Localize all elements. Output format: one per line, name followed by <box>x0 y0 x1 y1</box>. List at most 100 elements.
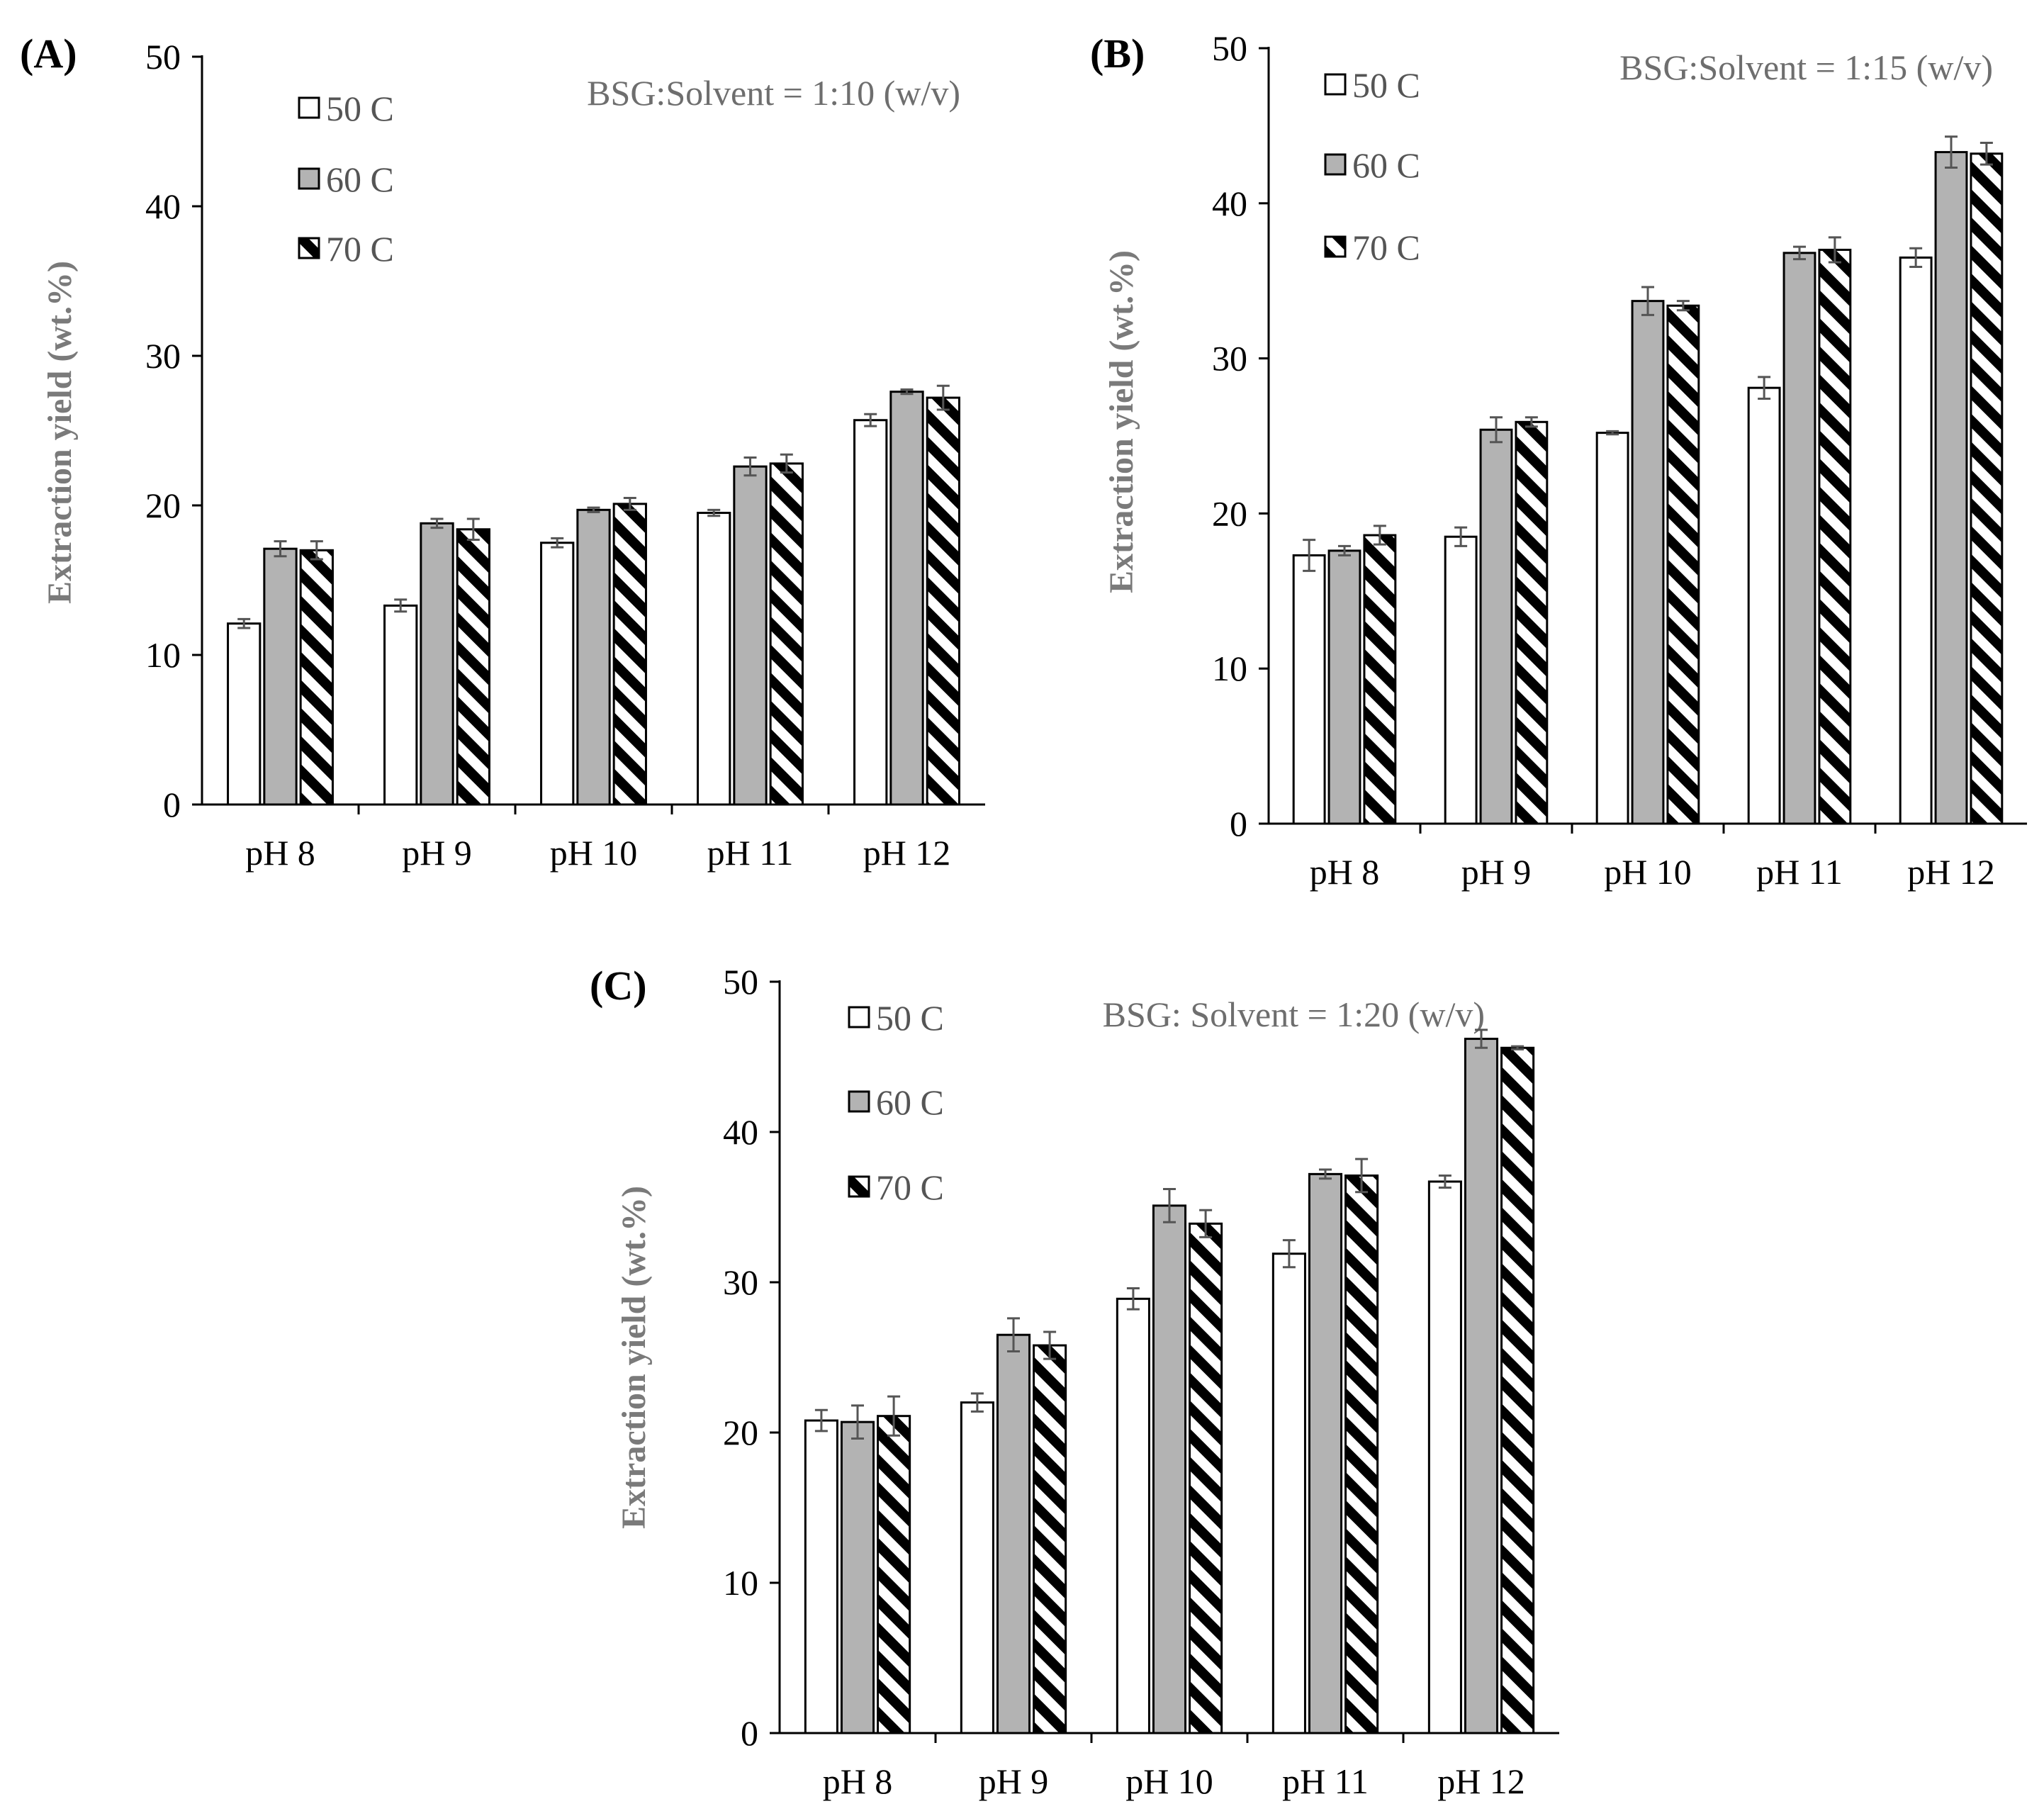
x-tick-label: pH 8 <box>823 1761 893 1801</box>
bar-70c-ph11 <box>1344 1174 1379 1734</box>
legend-swatch <box>848 1006 870 1028</box>
error-bar <box>1524 416 1538 428</box>
bar-60c-ph11 <box>1308 1172 1343 1734</box>
y-tick-label: 10 <box>1212 649 1247 688</box>
bar-60c-ph9 <box>420 522 454 806</box>
panel-label: (B) <box>1090 30 1145 77</box>
y-axis-label: Extraction yield (wt.%) <box>41 261 79 604</box>
error-bar <box>1606 430 1619 436</box>
x-tick-label: pH 9 <box>402 833 472 873</box>
chart-title: BSG:Solvent = 1:10 (w/v) <box>587 73 960 113</box>
bar-60c-ph8 <box>263 547 298 806</box>
bar-70c-ph9 <box>1515 420 1549 825</box>
error-bar <box>1373 525 1386 546</box>
error-bar <box>1676 300 1690 312</box>
y-tick-label: 0 <box>163 785 181 824</box>
bar-70c-ph8 <box>299 549 334 806</box>
legend: 50 C 60 C 70 C <box>1324 65 1420 267</box>
y-tick-label: 10 <box>145 635 181 675</box>
bar-50c-ph8 <box>1292 554 1326 825</box>
legend-swatch <box>1324 153 1347 176</box>
x-tick-label: pH 9 <box>979 1761 1049 1801</box>
bar-50c-ph11 <box>697 512 731 806</box>
legend-label: 70 C <box>1352 228 1420 267</box>
error-bar <box>551 537 564 549</box>
bar-70c-ph8 <box>1363 534 1397 825</box>
x-tick-label: pH 12 <box>1907 852 1995 892</box>
bar-60c-ph9 <box>996 1333 1031 1734</box>
error-bar <box>1282 1239 1296 1269</box>
bar-60c-ph12 <box>889 391 924 806</box>
y-tick-label: 20 <box>145 486 181 525</box>
y-tick-label: 30 <box>723 1262 758 1302</box>
bar-70c-ph10 <box>612 503 647 806</box>
bar-70c-ph12 <box>1970 152 2004 825</box>
bar-70c-ph10 <box>1666 304 1700 825</box>
legend-label: 70 C <box>326 229 394 269</box>
x-tick-label: pH 11 <box>707 833 794 873</box>
bar-50c-ph8 <box>227 622 262 806</box>
x-tick-label: pH 10 <box>1125 1761 1213 1801</box>
x-tick-label: pH 10 <box>550 833 638 873</box>
y-tick-label: 40 <box>1212 184 1247 223</box>
x-tick-label: pH 11 <box>1756 852 1843 892</box>
error-bar <box>900 388 914 396</box>
bar-60c-ph8 <box>840 1420 875 1734</box>
x-tick-label: pH 9 <box>1461 852 1532 892</box>
error-bar <box>1355 1158 1369 1194</box>
legend: 50 C 60 C 70 C <box>298 89 394 269</box>
error-bar <box>466 517 480 542</box>
error-bar <box>1338 544 1351 556</box>
error-bar <box>864 413 877 427</box>
error-bar <box>780 453 793 474</box>
bar-50c-ph10 <box>1595 432 1629 825</box>
error-bar <box>1163 1188 1176 1223</box>
error-bar <box>623 496 636 511</box>
chart-title: BSG: Solvent = 1:20 (w/v) <box>1103 994 1485 1034</box>
legend-swatch <box>848 1175 870 1198</box>
y-axis-label: Extraction yield (wt.%) <box>1103 250 1140 593</box>
x-tick-label: pH 10 <box>1604 852 1692 892</box>
bar-50c-ph9 <box>383 604 418 806</box>
x-tick-label: pH 12 <box>1437 1761 1525 1801</box>
y-tick-label: 0 <box>1230 804 1247 843</box>
x-tick-label: pH 8 <box>245 833 315 873</box>
error-bar <box>1319 1168 1332 1180</box>
legend-swatch <box>298 167 320 190</box>
error-bar <box>1438 1174 1451 1189</box>
bar-50c-ph12 <box>1427 1180 1462 1734</box>
error-bar <box>970 1392 984 1413</box>
error-bar <box>1945 135 1958 169</box>
y-tick-label: 40 <box>145 186 181 226</box>
error-bar <box>1043 1330 1057 1360</box>
y-tick-label: 40 <box>723 1112 758 1152</box>
legend-label: 60 C <box>326 159 394 199</box>
legend: 50 C 60 C 70 C <box>848 998 944 1207</box>
bar-60c-ph8 <box>1327 549 1361 825</box>
error-bar <box>1454 526 1468 547</box>
bar-50c-ph9 <box>960 1401 994 1734</box>
y-tick-label: 20 <box>723 1413 758 1452</box>
error-bar <box>310 540 323 561</box>
error-bar <box>430 517 444 529</box>
bar-60c-ph11 <box>733 465 768 806</box>
chart-panel-2: (B) BSG:Solvent = 1:15 (w/v) Extraction yi… <box>1090 28 2027 892</box>
legend-swatch <box>298 237 320 259</box>
y-tick-label: 50 <box>723 962 758 1002</box>
x-tick-label: pH 12 <box>863 833 951 873</box>
bar-50c-ph12 <box>853 419 888 806</box>
error-bar <box>1793 245 1806 261</box>
legend-label: 50 C <box>876 998 944 1038</box>
error-bar <box>1511 1045 1524 1050</box>
bar-60c-ph10 <box>1631 300 1665 825</box>
bar-50c-ph10 <box>1116 1297 1150 1734</box>
y-tick-label: 50 <box>1212 28 1247 68</box>
error-bar <box>707 508 721 517</box>
legend-swatch <box>848 1090 870 1113</box>
bar-60c-ph9 <box>1479 428 1513 825</box>
legend-swatch <box>1324 73 1347 96</box>
panel-label: (C) <box>590 963 647 1009</box>
chart-panel-1: (A) BSG:Solvent = 1:10 (w/v) Extraction yi… <box>20 30 985 873</box>
x-tick-label: pH 11 <box>1282 1761 1369 1801</box>
